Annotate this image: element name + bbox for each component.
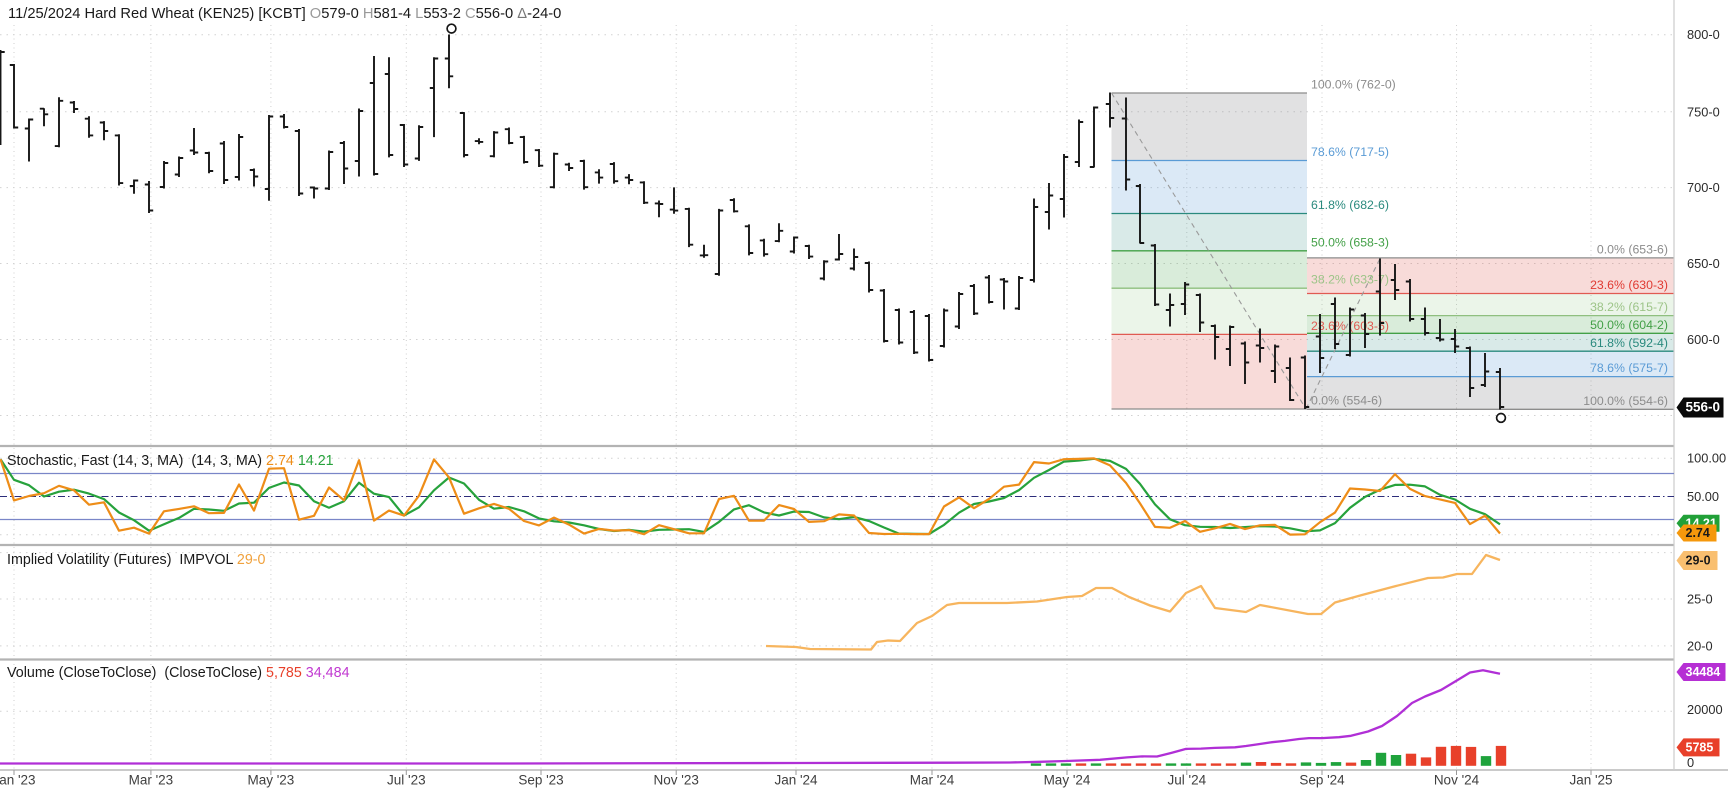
svg-text:34484: 34484 (1686, 665, 1721, 679)
svg-text:Mar '24: Mar '24 (910, 773, 955, 788)
svg-text:29-0: 29-0 (1686, 554, 1711, 568)
svg-text:0: 0 (1687, 755, 1694, 770)
svg-text:100.0% (554-6): 100.0% (554-6) (1583, 394, 1668, 408)
svg-text:Implied Volatility (Futures): Implied Volatility (Futures) IMPVOL 29-0 (7, 552, 266, 568)
svg-text:May '24: May '24 (1044, 773, 1091, 788)
svg-text:600-0: 600-0 (1687, 332, 1720, 347)
svg-text:20-0: 20-0 (1687, 638, 1713, 653)
svg-text:Sep '23: Sep '23 (518, 773, 563, 788)
svg-text:50.00: 50.00 (1687, 489, 1719, 504)
svg-text:61.8% (592-4): 61.8% (592-4) (1590, 336, 1668, 350)
svg-text:556-0: 556-0 (1686, 400, 1721, 415)
svg-text:Volume (CloseToClose) (CloseT: Volume (CloseToClose) (CloseToClose) 5,7… (7, 665, 350, 681)
svg-text:38.2% (615-7): 38.2% (615-7) (1590, 300, 1668, 314)
svg-text:78.6% (717-5): 78.6% (717-5) (1311, 145, 1389, 159)
svg-text:0.0% (554-6): 0.0% (554-6) (1311, 394, 1382, 408)
svg-text:38.2% (633-7): 38.2% (633-7) (1311, 273, 1389, 287)
svg-text:Jan '23: Jan '23 (0, 773, 36, 788)
svg-text:Jul '24: Jul '24 (1167, 773, 1206, 788)
svg-text:2.74: 2.74 (1686, 526, 1710, 540)
svg-text:Nov '24: Nov '24 (1434, 773, 1480, 788)
svg-text:50.0% (604-2): 50.0% (604-2) (1590, 318, 1668, 332)
svg-text:23.6% (630-3): 23.6% (630-3) (1590, 278, 1668, 292)
svg-text:61.8% (682-6): 61.8% (682-6) (1311, 198, 1389, 212)
svg-text:0.0% (653-6): 0.0% (653-6) (1597, 242, 1668, 256)
svg-text:Mar '23: Mar '23 (129, 773, 174, 788)
svg-text:Stochastic, Fast (14, 3, MA): Stochastic, Fast (14, 3, MA) (14, 3, MA)… (7, 453, 334, 469)
svg-text:750-0: 750-0 (1687, 104, 1720, 119)
svg-text:800-0: 800-0 (1687, 27, 1720, 42)
svg-text:700-0: 700-0 (1687, 180, 1720, 195)
svg-text:Jan '25: Jan '25 (1569, 773, 1612, 788)
svg-text:650-0: 650-0 (1687, 256, 1720, 271)
svg-text:11/25/2024 Hard Red Wheat (KEN: 11/25/2024 Hard Red Wheat (KEN25) [KCBT]… (8, 6, 561, 22)
svg-text:Sep '24: Sep '24 (1299, 773, 1345, 788)
svg-text:100.00: 100.00 (1687, 451, 1726, 466)
svg-text:50.0% (658-3): 50.0% (658-3) (1311, 235, 1389, 249)
svg-text:100.0% (762-0): 100.0% (762-0) (1311, 78, 1396, 92)
svg-text:5785: 5785 (1686, 741, 1714, 755)
svg-text:25-0: 25-0 (1687, 592, 1713, 607)
svg-text:Nov '23: Nov '23 (654, 773, 699, 788)
svg-text:May '23: May '23 (247, 773, 294, 788)
svg-text:78.6% (575-7): 78.6% (575-7) (1590, 361, 1668, 375)
svg-text:Jan '24: Jan '24 (774, 773, 818, 788)
svg-text:Jul '23: Jul '23 (387, 773, 426, 788)
svg-text:20000: 20000 (1687, 702, 1723, 717)
